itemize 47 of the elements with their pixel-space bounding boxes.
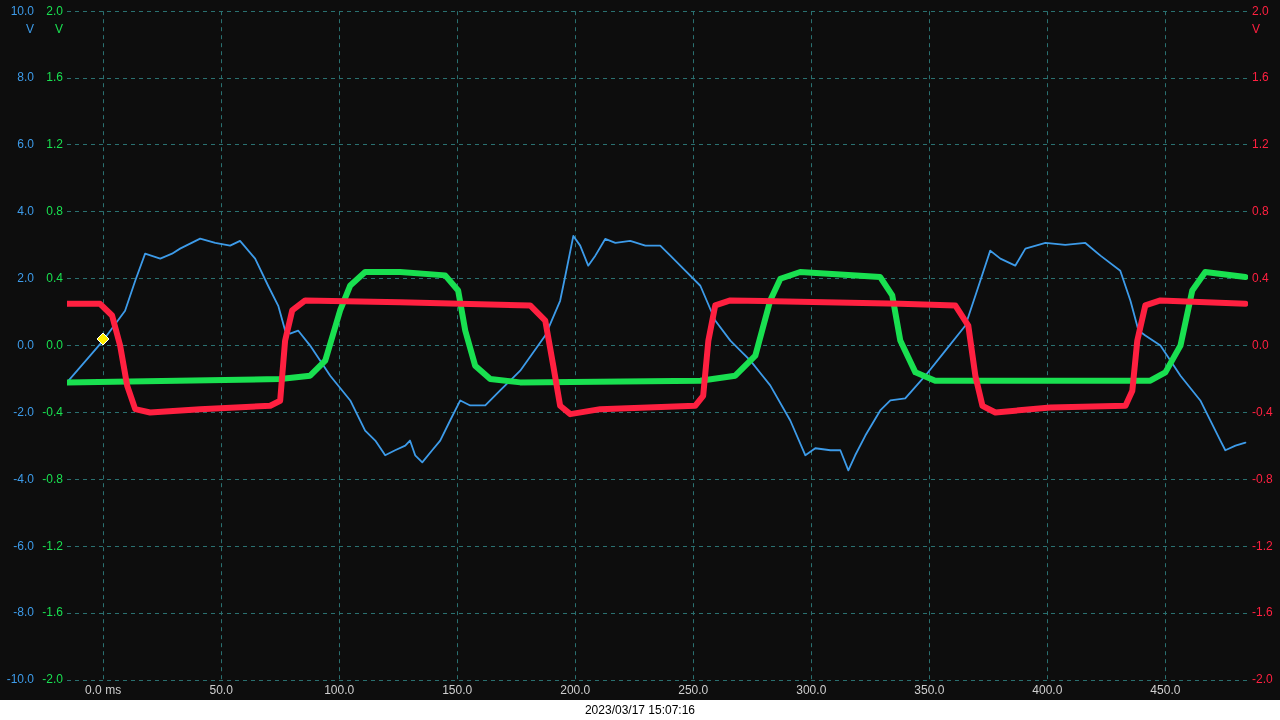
y3-tick-label: 0.0 bbox=[46, 337, 64, 352]
x-tick-label: 250.0 bbox=[678, 682, 709, 697]
y2-tick-label: 0.8 bbox=[1252, 204, 1270, 219]
x-tick-label: 0.0 ms bbox=[85, 682, 122, 697]
y3-tick-label: -0.4 bbox=[42, 404, 64, 419]
y3-tick-label: -1.6 bbox=[42, 605, 64, 620]
y2-tick-label: -1.2 bbox=[1252, 538, 1273, 553]
x-tick-label: 150.0 bbox=[442, 682, 473, 697]
y-axis-title: V bbox=[25, 21, 34, 36]
y3-tick-label: 1.6 bbox=[46, 70, 64, 85]
y2-axis-title: V bbox=[1252, 21, 1261, 36]
y-tick-label: -2.0 bbox=[13, 404, 35, 419]
y-tick-label: 10.0 bbox=[10, 3, 35, 18]
x-tick-label: 350.0 bbox=[914, 682, 945, 697]
y-tick-label: -4.0 bbox=[13, 471, 35, 486]
y2-tick-label: 0.0 bbox=[1252, 337, 1270, 352]
text: 2023/03/17 15:07:16 bbox=[0, 700, 1280, 720]
y3-tick-label: 2.0 bbox=[46, 3, 64, 18]
x-tick-label: 200.0 bbox=[560, 682, 591, 697]
y2-tick-label: -2.0 bbox=[1252, 672, 1273, 687]
y2-tick-label: 0.4 bbox=[1252, 271, 1270, 286]
y-tick-label: 2.0 bbox=[17, 271, 35, 286]
y3-tick-label: -2.0 bbox=[42, 672, 64, 687]
y3-tick-label: 0.4 bbox=[46, 271, 64, 286]
y2-tick-label: 1.6 bbox=[1252, 70, 1270, 85]
y3-tick-label: 1.2 bbox=[46, 137, 64, 152]
x-tick-label: 100.0 bbox=[324, 682, 355, 697]
y3-tick-label: -0.8 bbox=[42, 471, 64, 486]
y-tick-label: 6.0 bbox=[17, 137, 35, 152]
y-tick-label: 4.0 bbox=[17, 204, 35, 219]
y-tick-label: -8.0 bbox=[13, 605, 35, 620]
y2-tick-label: 2.0 bbox=[1252, 3, 1270, 18]
y-tick-label: -6.0 bbox=[13, 538, 35, 553]
y2-tick-label: -0.8 bbox=[1252, 471, 1273, 486]
y-tick-label: 0.0 bbox=[17, 337, 35, 352]
y3-tick-label: 0.8 bbox=[46, 204, 64, 219]
y-tick-label: 8.0 bbox=[17, 70, 35, 85]
x-tick-label: 450.0 bbox=[1150, 682, 1181, 697]
x-tick-label: 300.0 bbox=[796, 682, 827, 697]
x-tick-label: 400.0 bbox=[1032, 682, 1063, 697]
y2-tick-label: -1.6 bbox=[1252, 605, 1273, 620]
y3-tick-label: -1.2 bbox=[42, 538, 64, 553]
y2-tick-label: 1.2 bbox=[1252, 137, 1270, 152]
y-tick-label: -10.0 bbox=[6, 672, 35, 687]
y3-axis-title: V bbox=[54, 21, 63, 36]
y2-tick-label: -0.4 bbox=[1252, 404, 1273, 419]
x-tick-label: 50.0 bbox=[209, 682, 234, 697]
